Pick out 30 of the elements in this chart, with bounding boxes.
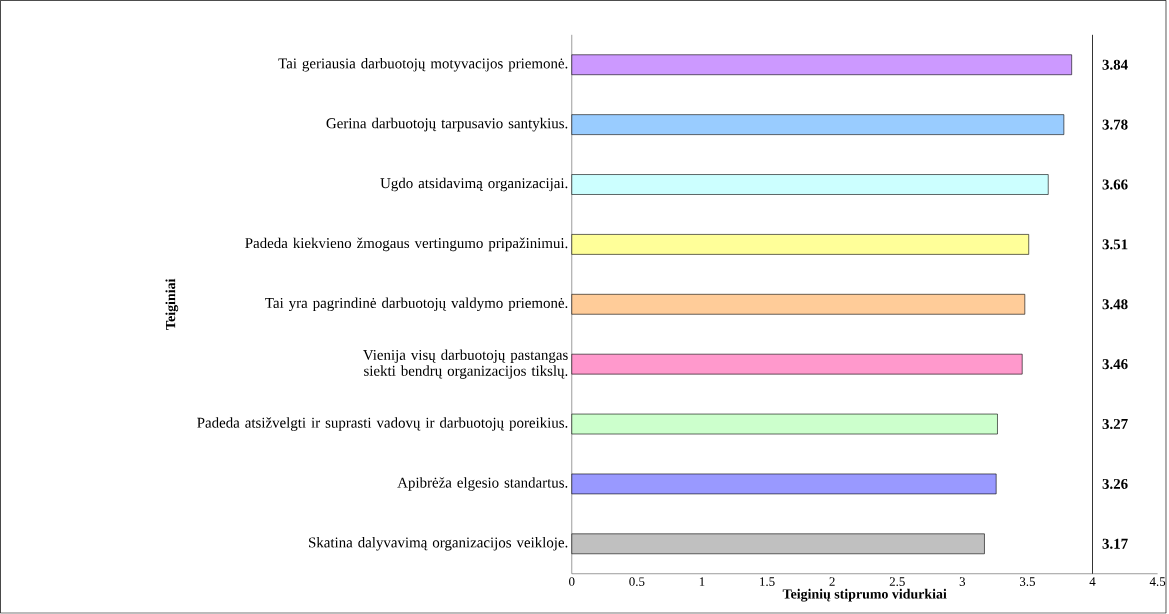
data-label: 3.46 (1102, 359, 1128, 370)
data-label: 3.66 (1102, 179, 1128, 190)
data-label: 3.26 (1102, 479, 1128, 490)
x-tick-label: 3.5 (1019, 577, 1035, 587)
x-axis-title: Teiginių stiprumo vidurkiai (782, 589, 947, 602)
y-tick-label: Tai geriausia darbuotojų motyvacijos priemonė. (278, 58, 568, 72)
y-tick-label: Gerina darbuotojų tarpusavio santykius. (326, 118, 568, 132)
x-tick-label: 1 (699, 577, 705, 587)
x-tick-label: 0.5 (629, 577, 645, 587)
x-tick-label: 3 (959, 577, 966, 587)
data-label: 3.78 (1102, 119, 1128, 130)
x-tick-label: 4.5 (1149, 577, 1166, 587)
y-tick-label: Skatina dalyvavimą organizacijos veikloje. (309, 537, 568, 551)
data-label: 3.84 (1102, 59, 1128, 71)
x-tick-label: 0 (569, 577, 575, 587)
x-tick-label: 1.5 (760, 577, 775, 587)
y-tick-label: Apibrėža elgesio standartus. (397, 477, 568, 491)
x-tick-label: 2.5 (889, 577, 905, 587)
data-label: 3.48 (1102, 299, 1128, 310)
x-tick-label: 2 (829, 577, 835, 587)
x-tick-label: 4 (1089, 577, 1096, 586)
y-tick-label: Tai yra pagrindinė darbuotojų valdymo priemonė. (265, 297, 568, 312)
y-tick-label: Padeda kiekvieno žmogaus vertingumo pripažinimui. (245, 237, 568, 252)
y-tick-label: Padeda atsižvelgti ir suprasti vadovų ir darbuotojų poreikius. (197, 417, 568, 432)
data-label: 3.27 (1102, 419, 1128, 430)
y-axis-title: Teiginiai (165, 279, 179, 330)
data-label: 3.17 (1102, 538, 1128, 550)
data-label: 3.51 (1102, 239, 1128, 250)
y-tick-label: Ugdo atsidavimą organizacijai. (380, 177, 568, 192)
y-tick-label: Vienija visų darbuotojų pastangas siekti bendrų organizacijos tikslų. (363, 349, 568, 380)
